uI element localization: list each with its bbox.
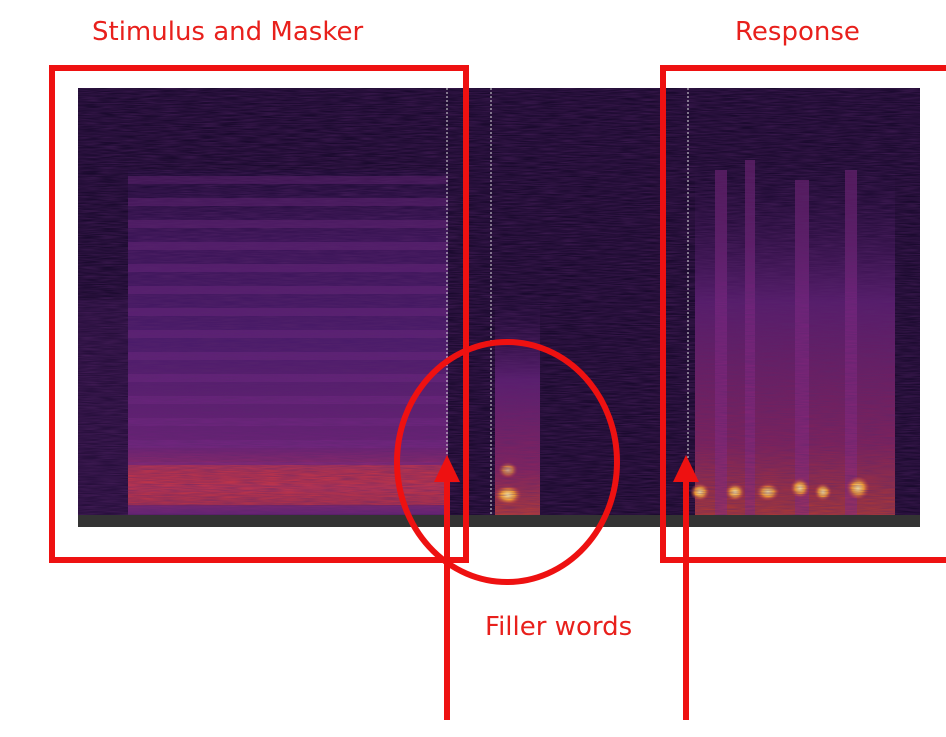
spectrogram [78,88,920,527]
figure: Stimulus and Masker Response Filler word… [0,0,946,733]
response-label: Response [735,17,860,47]
stimulus-label: Stimulus and Masker [92,17,363,47]
filler-label: Filler words [485,612,632,642]
